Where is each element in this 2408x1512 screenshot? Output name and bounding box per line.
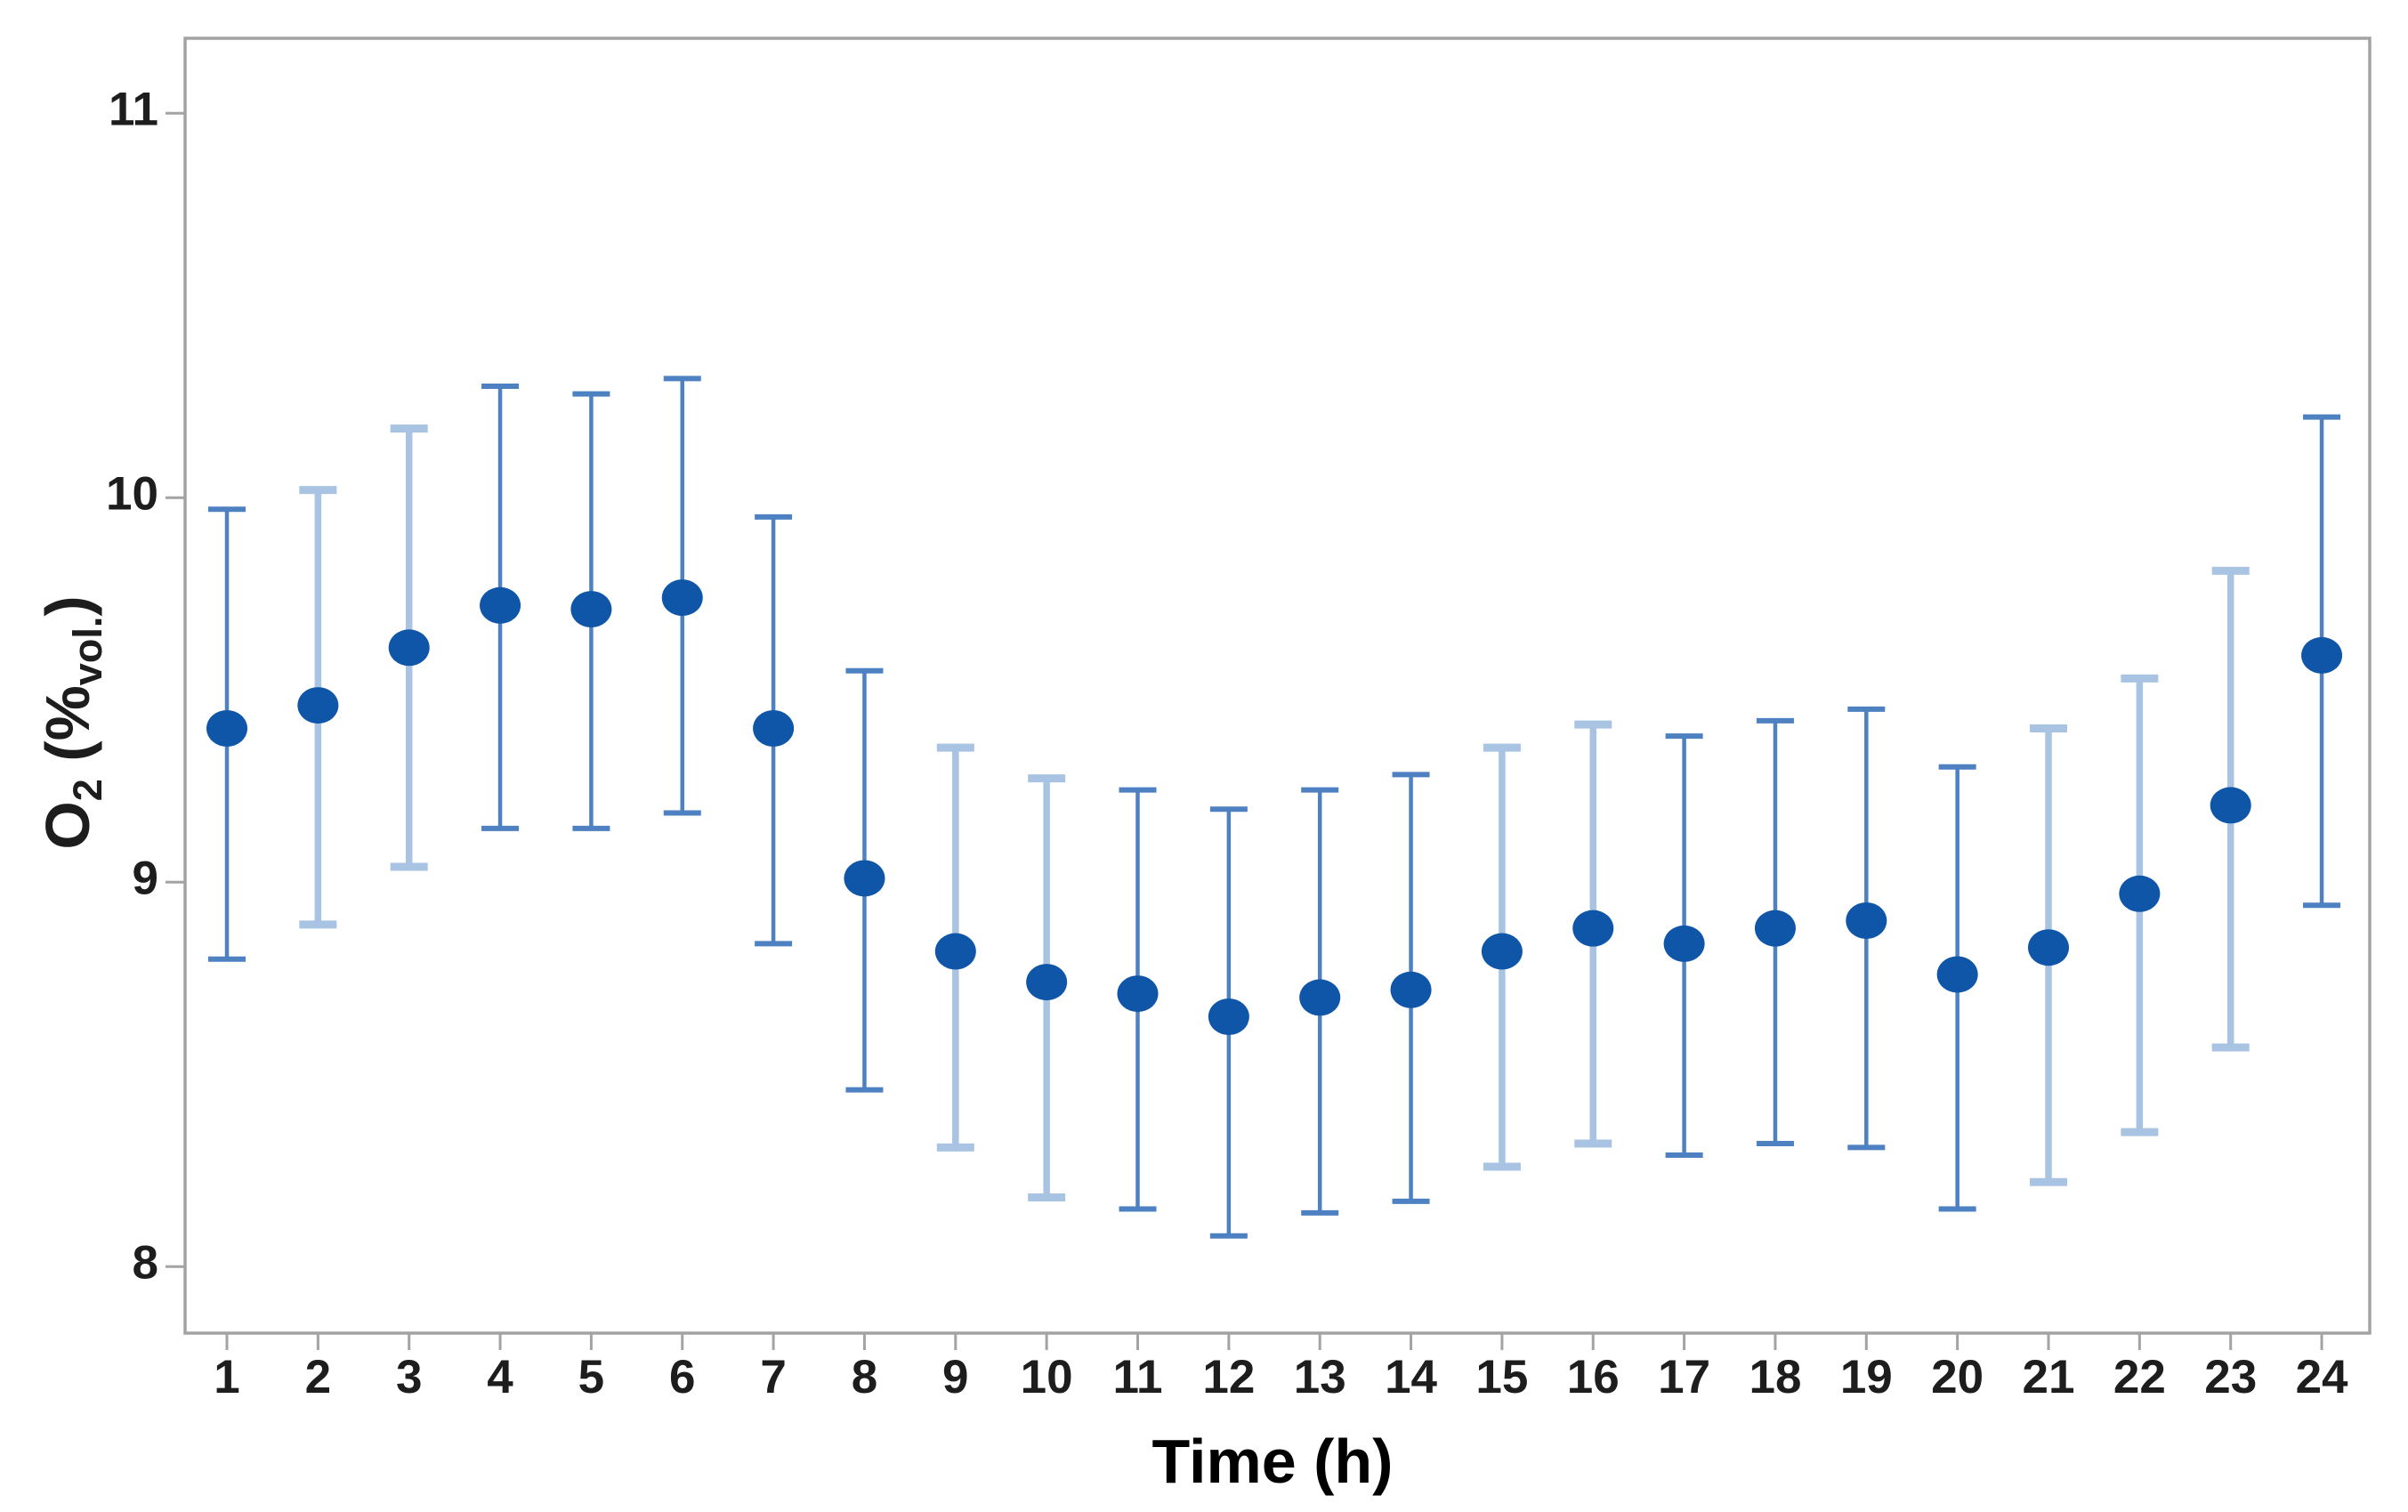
error-bar-point (2119, 674, 2161, 1136)
data-point-marker (2210, 787, 2251, 824)
y-tick-label: 11 (109, 83, 158, 135)
y-axis-title: O2 (%vol.) (33, 595, 110, 849)
data-point-marker (388, 629, 430, 667)
data-point-marker (753, 710, 795, 747)
x-axis-title: Time (h) (1152, 1427, 1394, 1496)
error-bar-point (1663, 733, 1705, 1159)
x-tick-label: 15 (1475, 1351, 1528, 1403)
data-point-marker (480, 586, 521, 624)
plot-frame (183, 36, 2372, 1335)
error-bar-point (388, 424, 430, 871)
x-tick-label: 18 (1749, 1351, 1801, 1403)
data-point-marker (570, 591, 612, 628)
error-bar-point (1572, 720, 1614, 1148)
data-point-marker (934, 933, 976, 970)
data-point-marker (206, 710, 247, 747)
data-point-marker (1572, 910, 1614, 947)
error-bar-point (2301, 414, 2343, 909)
x-tick-label: 6 (669, 1351, 695, 1403)
data-point-marker (844, 860, 885, 897)
x-tick-label: 24 (2296, 1351, 2348, 1403)
x-tick-label: 21 (2023, 1351, 2075, 1403)
x-tick-label: 13 (1294, 1351, 1346, 1403)
error-bar-point (1481, 743, 1523, 1171)
error-bar-point (206, 506, 247, 962)
y-axis-title-text: O2 (%vol.) (33, 595, 110, 849)
x-tick-label: 20 (1931, 1351, 1984, 1403)
error-bar-point (1208, 806, 1249, 1239)
error-bar-point (1390, 772, 1432, 1204)
data-point-marker (1663, 925, 1705, 962)
x-tick-label: 3 (396, 1351, 422, 1403)
data-point-marker (2301, 636, 2343, 674)
data-point-marker (1299, 979, 1341, 1016)
data-point-marker (297, 687, 339, 724)
y-tick-label: 9 (133, 852, 158, 904)
x-tick-label: 1 (214, 1351, 239, 1403)
x-tick-label: 2 (305, 1351, 331, 1403)
error-bar-point (1117, 787, 1159, 1212)
x-tick-label: 10 (1021, 1351, 1073, 1403)
error-bar-point (297, 486, 339, 929)
x-tick-label: 14 (1385, 1351, 1437, 1403)
error-bar-point (2028, 724, 2069, 1186)
error-bar-point (1026, 774, 1068, 1202)
data-point-marker (1754, 910, 1796, 947)
error-bar-point (753, 513, 795, 947)
x-tick-label: 16 (1567, 1351, 1620, 1403)
data-point-marker (1026, 964, 1068, 1001)
error-bar-point (2210, 566, 2251, 1052)
error-bar-point (480, 384, 521, 831)
x-tick-label: 23 (2204, 1351, 2257, 1403)
error-bar-point (1936, 764, 1978, 1212)
data-point-marker (1117, 975, 1159, 1013)
error-bar-point (661, 376, 703, 816)
error-bar-point (1299, 787, 1341, 1216)
x-tick-label: 5 (578, 1351, 604, 1403)
y-tick-label: 8 (133, 1236, 158, 1289)
data-point-marker (661, 579, 703, 617)
x-tick-label: 17 (1658, 1351, 1710, 1403)
x-axis: 1 2 3 4 5 6 7 8 9 10 11 12 13 14 15 16 17 18 19 20 21 22 23 24 (214, 1333, 2348, 1403)
x-tick-label: 8 (852, 1351, 877, 1403)
x-tick-label: 11 (1112, 1351, 1162, 1403)
plot-frame-rect (183, 36, 2372, 1335)
x-tick-label: 7 (760, 1351, 786, 1403)
x-tick-label: 9 (942, 1351, 968, 1403)
data-point-marker (1481, 933, 1523, 970)
y-tick-label: 10 (106, 467, 158, 520)
x-tick-label: 4 (487, 1351, 513, 1403)
data-point-marker (2119, 875, 2161, 912)
data-point-marker (1936, 956, 1978, 993)
error-bar-point (1846, 706, 1887, 1151)
x-tick-label: 19 (1840, 1351, 1893, 1403)
error-bar-point (844, 667, 885, 1093)
series-points (206, 376, 2343, 1239)
data-point-marker (1208, 999, 1249, 1035)
x-tick-label: 22 (2113, 1351, 2166, 1403)
y-axis: 8 9 10 11 (106, 83, 185, 1289)
x-tick-label: 12 (1202, 1351, 1255, 1403)
error-bar-point (1754, 717, 1796, 1147)
data-point-marker (1846, 902, 1887, 939)
error-bar-point (570, 391, 612, 831)
data-point-marker (2028, 929, 2069, 966)
data-point-marker (1390, 971, 1432, 1008)
error-bar-point (934, 743, 976, 1152)
